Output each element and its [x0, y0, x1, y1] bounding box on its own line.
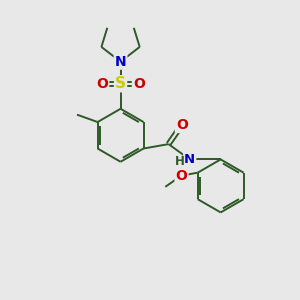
Text: N: N — [184, 153, 195, 166]
Text: O: O — [133, 77, 145, 91]
Text: O: O — [176, 169, 188, 183]
Text: H: H — [176, 155, 185, 168]
Text: N: N — [115, 55, 126, 69]
Text: O: O — [176, 118, 188, 132]
Text: S: S — [115, 76, 126, 91]
Text: O: O — [96, 77, 108, 91]
